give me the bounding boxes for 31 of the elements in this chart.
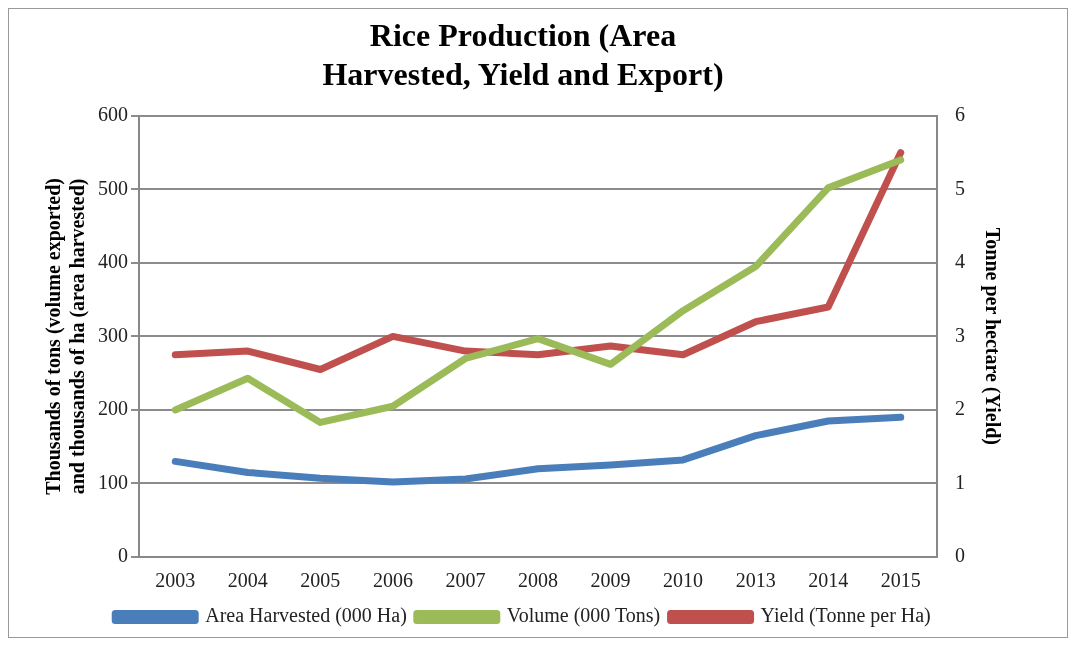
x-tick-label: 2010	[663, 569, 704, 592]
y2-tick-label: 0	[955, 544, 965, 567]
y2-axis-title: Tonne per hectare (Yield)	[980, 227, 1004, 446]
legend-label: Yield (Tonne per Ha)	[760, 604, 931, 628]
y-tick-label: 300	[98, 323, 128, 346]
y-tick-label: 100	[98, 470, 128, 493]
x-tick-label: 2009	[590, 569, 631, 592]
x-tick-label: 2014	[808, 569, 849, 592]
y2-tick-label: 5	[955, 176, 965, 199]
chart-title: Rice Production (Area Harvested, Yield and Export)	[322, 17, 724, 92]
y-tick-label: 400	[98, 250, 128, 273]
y2-tick-label: 4	[955, 250, 965, 273]
x-tick-label: 2003	[155, 569, 196, 592]
y-tick-label: 200	[98, 397, 128, 420]
x-tick-label: 2006	[372, 569, 413, 592]
y-tick-label: 0	[118, 544, 128, 567]
x-tick-label: 2004	[227, 569, 268, 592]
x-tick-label: 2005	[300, 569, 341, 592]
y-axis-title: Thousands of tons (volume exported) and thousands of ha (area harvested)	[42, 178, 90, 495]
y-tick-label: 500	[98, 176, 128, 199]
y2-tick-label: 2	[955, 397, 965, 420]
legend-label: Volume (000 Tons)	[506, 604, 661, 628]
y-tick-label: 600	[98, 103, 128, 126]
y2-tick-label: 1	[955, 470, 965, 493]
x-tick-label: 2013	[735, 569, 776, 592]
x-tick-label: 2015	[880, 569, 921, 592]
y2-tick-label: 6	[955, 103, 965, 126]
y2-tick-label: 3	[955, 323, 965, 346]
x-tick-label: 2008	[518, 569, 558, 592]
x-tick-label: 2007	[445, 569, 486, 592]
legend-label: Area Harvested (000 Ha)	[205, 604, 407, 628]
